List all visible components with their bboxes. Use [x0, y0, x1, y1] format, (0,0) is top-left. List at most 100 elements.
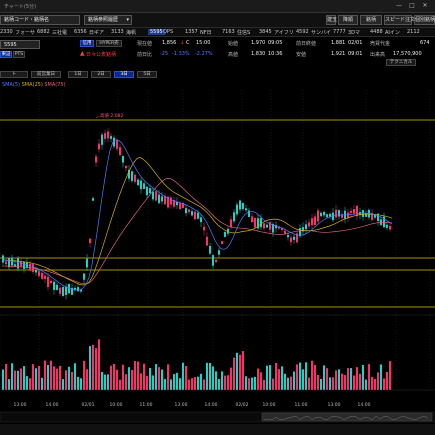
candle-body	[290, 237, 292, 243]
close-icon[interactable]: ✕	[422, 2, 428, 9]
period-2d[interactable]: 2日	[91, 71, 111, 78]
volume-bar	[89, 346, 91, 390]
volume-bar	[14, 370, 16, 390]
volume-bar	[302, 369, 304, 390]
volume-bar	[317, 374, 319, 390]
ticker-item[interactable]: 6882	[37, 29, 50, 35]
x-axis-label: 10:00	[110, 402, 123, 408]
current-time: 15:00	[196, 40, 211, 46]
candle-body	[254, 218, 256, 228]
candle-body	[287, 234, 289, 238]
ticker-strip: 2330 フォーサ 6882 三社電 6356 日ギア 3133 海帆 5595 QPS 1357 N…	[0, 27, 435, 37]
candle-body	[308, 222, 310, 227]
candle-body	[203, 226, 205, 231]
prev-close-date: 02/01	[348, 40, 363, 46]
volume-bar	[128, 367, 130, 390]
tab-hyper-sell[interactable]: HYPER売	[96, 40, 122, 47]
x-axis-label: 13:00	[14, 402, 27, 408]
volume-bar	[68, 366, 70, 390]
x-axis-label: 14:00	[205, 402, 218, 408]
maximize-icon[interactable]: □	[409, 2, 415, 9]
ticker-name: 住信S	[237, 30, 251, 36]
candle-body	[41, 272, 43, 279]
volume-bar	[59, 365, 61, 390]
stock-code-input[interactable]: 銘柄コード・銘柄名	[0, 15, 80, 25]
ticker-item[interactable]: 2330	[0, 29, 13, 35]
minimize-icon[interactable]: —	[396, 2, 402, 9]
candle-body	[14, 264, 16, 267]
volume-bar	[167, 364, 169, 390]
x-axis-label: 02/01	[82, 402, 95, 408]
ticker-item[interactable]: 6356	[74, 29, 87, 35]
ticker-item[interactable]: 7777	[333, 29, 346, 35]
ticker-item[interactable]: 2112	[407, 29, 420, 35]
prev-close-label: 前日終値	[296, 41, 317, 47]
candle-body	[365, 213, 367, 217]
candle-body	[386, 224, 388, 228]
candle-body	[356, 205, 358, 217]
candle-body	[155, 191, 157, 201]
ticker-item[interactable]: 5595	[148, 29, 165, 35]
ticker-item[interactable]: 4592	[296, 29, 309, 35]
ticker-item[interactable]: 3845	[259, 29, 272, 35]
high-annotation: 高値 2,082	[100, 112, 123, 119]
candle-body	[77, 287, 79, 292]
history-select[interactable]: 銘柄参照履歴 ▾	[84, 15, 132, 25]
volume-bar	[272, 378, 274, 390]
toolbar-button-4[interactable]: 個別銘柄	[414, 15, 435, 25]
price-chart[interactable]: 高値 2,082 13:00 14:00 02/01 10:00 11:00 13:00 14…	[0, 80, 435, 435]
candle-body	[89, 238, 91, 244]
candle-body	[143, 183, 145, 189]
period-1d[interactable]: 1日	[68, 71, 88, 78]
volume-bar	[5, 364, 7, 390]
candle-body	[272, 224, 274, 233]
technical-button[interactable]: テクニカル	[386, 59, 416, 66]
volume-bar	[359, 373, 361, 390]
candle-body	[374, 214, 376, 218]
candle-body	[329, 213, 331, 217]
volume-bar	[119, 379, 121, 390]
volume-bar	[320, 378, 322, 390]
candle-body	[320, 212, 322, 217]
candle-body	[119, 147, 121, 156]
candle-body	[98, 143, 100, 150]
candle-body	[266, 224, 268, 228]
volume-bar	[158, 367, 160, 390]
candle-body	[194, 211, 196, 220]
toolbar-button-2[interactable]: 銘柄	[360, 15, 382, 25]
chart-type-select[interactable]: ト	[0, 71, 28, 78]
candle-body	[20, 261, 22, 267]
toolbar-button-1[interactable]: 降順	[338, 15, 358, 25]
volume-bar	[200, 373, 202, 390]
current-price-label: 現在値	[137, 41, 153, 47]
volume-bar	[56, 368, 58, 390]
toolbar-button-3[interactable]: スピード注文	[384, 15, 416, 25]
ticker-item[interactable]: 1357	[185, 29, 198, 35]
period-5d[interactable]: 5日	[137, 71, 157, 78]
prev-close-value: 1,881	[331, 40, 346, 46]
period-3d[interactable]: 3日	[114, 71, 134, 78]
ticker-item[interactable]: 7163	[222, 29, 235, 35]
volume-bar	[77, 376, 79, 390]
toolbar-button-0[interactable]: 建玉	[326, 15, 338, 25]
reference-select[interactable]: 前営業日	[31, 71, 61, 78]
volume-bar	[155, 364, 157, 390]
navigator-track	[0, 411, 435, 423]
volume-bar	[290, 376, 292, 390]
candle-body	[95, 156, 97, 163]
volume-bar	[326, 368, 328, 390]
volume-bar	[314, 364, 316, 390]
volume-bar	[179, 378, 181, 390]
candle-body	[50, 280, 52, 284]
candle-body	[215, 259, 217, 262]
code-field[interactable]: 5595	[0, 40, 40, 49]
tab-pts[interactable]: PTS	[13, 51, 25, 58]
volume-bar	[287, 377, 289, 390]
ticker-item[interactable]: 3133	[111, 29, 124, 35]
candle-body	[371, 212, 373, 220]
volume-bar	[380, 364, 382, 390]
ticker-item[interactable]: 4488	[370, 29, 383, 35]
tab-tosho[interactable]: 東証	[0, 51, 12, 58]
volume-bar	[215, 371, 217, 390]
tab-margin[interactable]: 信用	[80, 40, 94, 47]
